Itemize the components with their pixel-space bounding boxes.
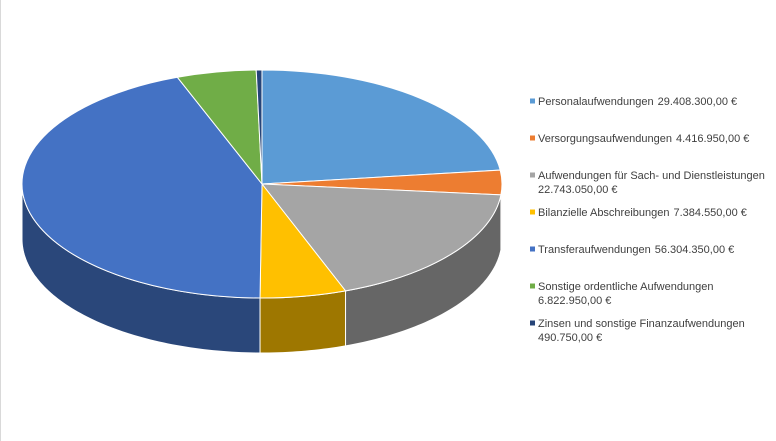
legend-value: 4.416.950,00 € (676, 133, 749, 145)
legend-entry: Personalaufwendungen 29.408.300,00 € (538, 96, 737, 108)
legend-marker (530, 246, 535, 252)
legend-value: 490.750,00 € (538, 332, 602, 344)
legend-value: 29.408.300,00 € (658, 96, 738, 108)
legend-marker (530, 283, 535, 289)
legend-entry: Zinsen und sonstige Finanzaufwendungen 49… (538, 318, 745, 344)
pie-slice (260, 183, 502, 292)
legend-entry: Bilanzielle Abschreibungen 7.384.550,00 € (538, 207, 747, 219)
pie-side (259, 290, 347, 354)
pie-slice (261, 69, 501, 185)
legend-name: Sonstige ordentliche Aufwendungen (538, 281, 714, 293)
legend-value: 56.304.350,00 € (655, 244, 735, 256)
legend-marker (530, 98, 535, 104)
legend-value: 6.822.950,00 € (538, 295, 611, 307)
legend-name: Transferaufwendungen (538, 244, 651, 256)
legend-entry: Sonstige ordentliche Aufwendungen 6.822.9… (538, 281, 714, 307)
legend-entry: Versorgungsaufwendungen 4.416.950,00 € (538, 133, 749, 145)
legend-entry: Aufwendungen für Sach- und Dienstleistun… (538, 170, 765, 196)
legend-marker (530, 209, 535, 215)
legend-marker (530, 135, 535, 141)
legend-name: Bilanzielle Abschreibungen (538, 207, 669, 219)
pie-slice (21, 76, 263, 299)
legend-value: 22.743.050,00 € (538, 184, 618, 196)
legend-name: Personalaufwendungen (538, 96, 654, 108)
legend-entry: Transferaufwendungen 56.304.350,00 € (538, 244, 734, 256)
pie-slice (255, 69, 263, 185)
legend-marker (530, 172, 535, 178)
legend-name: Zinsen und sonstige Finanzaufwendungen (538, 318, 745, 330)
legend-value: 7.384.550,00 € (673, 207, 746, 219)
legend-name: Versorgungsaufwendungen (538, 133, 672, 145)
legend-marker (530, 320, 535, 326)
legend-name: Aufwendungen für Sach- und Dienstleistun… (538, 170, 765, 182)
